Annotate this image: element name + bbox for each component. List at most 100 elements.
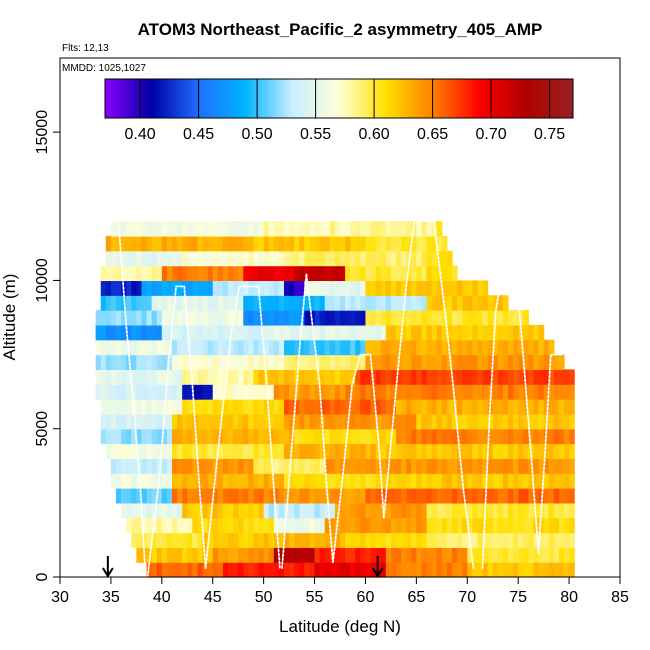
heatmap-cell <box>131 488 137 504</box>
heatmap-cell <box>278 473 285 489</box>
heatmap-cell <box>553 399 560 415</box>
heatmap-cell <box>533 354 540 370</box>
heatmap-cell <box>166 547 173 563</box>
heatmap-cell <box>126 399 132 415</box>
heatmap-cell <box>192 339 199 356</box>
heatmap-cell <box>508 473 514 489</box>
heatmap-cell <box>370 280 377 296</box>
heatmap-cell <box>243 235 249 252</box>
heatmap-cell <box>340 265 346 282</box>
heatmap-cell <box>416 458 423 474</box>
heatmap-cell <box>375 473 382 489</box>
heatmap-cell <box>202 413 209 430</box>
heatmap-cell <box>396 250 402 267</box>
heatmap-cell <box>385 562 392 578</box>
heatmap-cell <box>370 473 377 489</box>
heatmap-cell <box>446 324 453 341</box>
heatmap-cell <box>314 502 321 519</box>
heatmap-cell <box>390 310 397 326</box>
heatmap-cell <box>487 413 494 430</box>
heatmap-cell <box>502 428 509 445</box>
heatmap-cell <box>131 354 137 370</box>
heatmap-cell <box>273 354 280 370</box>
heatmap-cell <box>243 354 249 370</box>
heatmap-cell <box>324 235 331 252</box>
heatmap-cell <box>436 413 443 430</box>
heatmap-cell <box>355 562 361 578</box>
heatmap-cell <box>528 562 535 578</box>
heatmap-cell <box>375 502 382 519</box>
heatmap-cell <box>548 532 555 548</box>
heatmap-cell <box>110 265 117 282</box>
heatmap-cell <box>390 295 397 311</box>
heatmap-cell <box>355 458 361 474</box>
heatmap-cell <box>334 280 341 296</box>
heatmap-cell <box>217 413 224 430</box>
heatmap-cell <box>136 354 143 370</box>
heatmap-cell <box>452 310 458 326</box>
heatmap-cell <box>238 488 244 504</box>
heatmap-cell <box>396 399 402 415</box>
heatmap-cell <box>334 339 341 356</box>
heatmap-cell <box>401 458 407 474</box>
heatmap-cell <box>304 384 311 400</box>
heatmap-cell <box>187 310 193 326</box>
heatmap-cell <box>309 532 316 548</box>
heatmap-cell <box>314 235 321 252</box>
heatmap-cell <box>289 339 295 356</box>
heatmap-cell <box>345 280 351 296</box>
heatmap-cell <box>441 399 448 415</box>
heatmap-cell <box>131 384 137 400</box>
heatmap-cell <box>334 413 341 430</box>
heatmap-cell <box>334 354 341 370</box>
heatmap-cell <box>182 517 188 534</box>
heatmap-cell <box>238 324 244 341</box>
heatmap-cell <box>340 235 346 252</box>
heatmap-cell <box>258 221 265 237</box>
heatmap-cell <box>543 339 550 356</box>
heatmap-cell <box>492 295 499 311</box>
heatmap-cell <box>289 458 295 474</box>
heatmap-cell <box>243 532 249 548</box>
heatmap-cell <box>533 324 540 341</box>
heatmap-cell <box>146 488 153 504</box>
heatmap-cell <box>314 458 321 474</box>
heatmap-cell <box>406 502 412 519</box>
heatmap-cell <box>278 399 285 415</box>
heatmap-cell <box>360 265 367 282</box>
heatmap-cell <box>502 384 509 400</box>
heatmap-cell <box>182 384 188 400</box>
heatmap-cell <box>472 547 479 563</box>
heatmap-cell <box>202 339 209 356</box>
heatmap-cell <box>452 354 458 370</box>
heatmap-cell <box>243 324 249 341</box>
heatmap-cell <box>416 250 423 267</box>
heatmap-cell <box>518 488 524 504</box>
heatmap-cell <box>446 413 453 430</box>
heatmap-cell <box>187 384 193 400</box>
heatmap-cell <box>110 413 117 430</box>
heatmap-cell <box>396 488 402 504</box>
colorbar-tick-label: 0.60 <box>359 126 390 143</box>
heatmap-cell <box>406 488 412 504</box>
heatmap-cell <box>385 310 392 326</box>
heatmap-cell <box>477 399 484 415</box>
heatmap-cell <box>319 488 326 504</box>
heatmap-cell <box>131 235 137 252</box>
heatmap-cell <box>543 502 550 519</box>
heatmap-cell <box>340 532 346 548</box>
heatmap-cell <box>477 324 484 341</box>
heatmap-cell <box>248 265 255 282</box>
heatmap-cell <box>314 547 321 563</box>
heatmap-cell <box>441 235 448 252</box>
heatmap-cell <box>156 428 163 445</box>
heatmap-cell <box>187 502 193 519</box>
heatmap-cell <box>187 413 193 430</box>
heatmap-cell <box>426 413 433 430</box>
heatmap-cell <box>548 413 555 430</box>
heatmap-cell <box>350 413 356 430</box>
heatmap-cell <box>238 280 244 296</box>
heatmap-cell <box>278 250 285 267</box>
heatmap-cell <box>253 250 260 267</box>
y-tick-label: 5000 <box>34 411 51 447</box>
